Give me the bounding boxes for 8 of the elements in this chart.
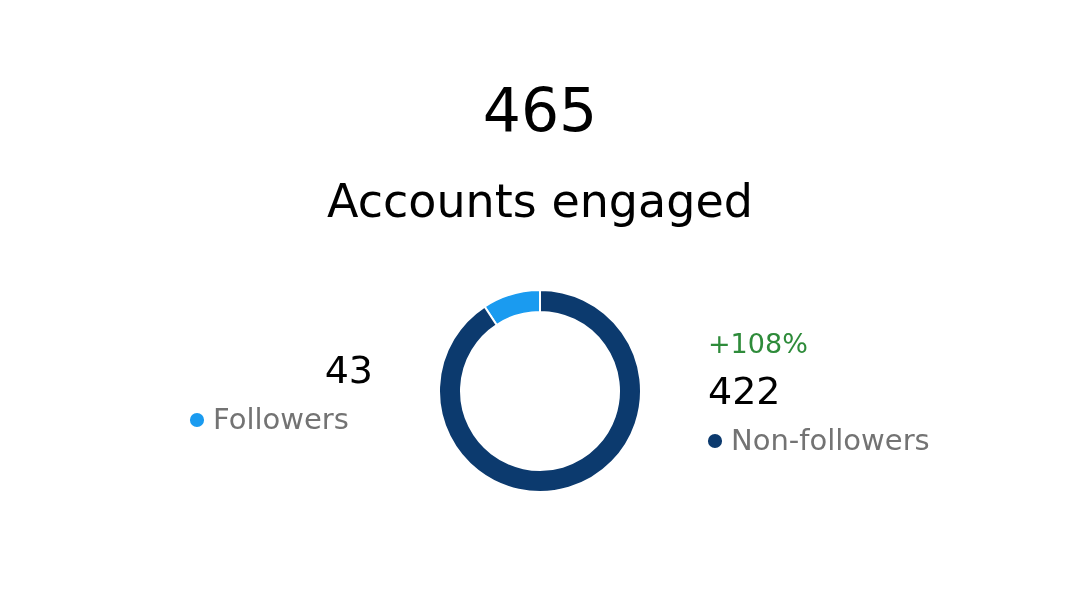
data-label: 422	[708, 369, 781, 413]
donut-slice	[438, 289, 642, 493]
chart-subtitle: Accounts engaged	[327, 174, 753, 228]
legend-label: Non-followers	[731, 423, 930, 457]
legend-label: Followers	[213, 402, 349, 436]
data-label: 43	[324, 348, 373, 392]
text: +108%	[708, 328, 808, 359]
chart-title: 465	[482, 75, 598, 145]
